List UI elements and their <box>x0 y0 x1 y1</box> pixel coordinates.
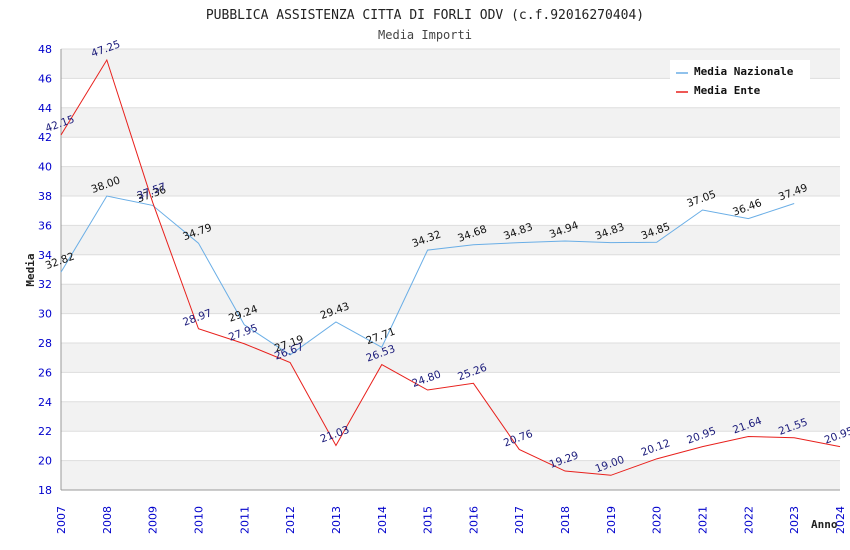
y-tick-labels: 18 20 22 24 26 28 30 32 34 36 38 40 42 44 46 48 <box>38 43 52 497</box>
x-tick-label: 2016 <box>467 506 480 534</box>
legend-label-media-ente: Media Ente <box>694 84 761 97</box>
series-lines <box>60 58 841 476</box>
legend: Media Nazionale Media Ente <box>670 60 810 102</box>
y-tick-label: 38 <box>38 190 52 203</box>
series-line-media-nazionale <box>60 195 795 356</box>
x-tick-label: 2013 <box>330 506 343 534</box>
x-tick-label: 2017 <box>513 506 526 534</box>
y-tick-label: 40 <box>38 161 52 174</box>
x-tick-label: 2020 <box>651 506 664 534</box>
x-tick-label: 2008 <box>101 506 114 534</box>
legend-box <box>670 60 810 102</box>
grid-band <box>61 225 840 255</box>
y-tick-label: 30 <box>38 308 52 321</box>
x-tick-label: 2021 <box>697 506 710 534</box>
x-axis-label: Anno <box>811 518 838 531</box>
y-tick-label: 46 <box>38 72 52 85</box>
legend-label-media-nazionale: Media Nazionale <box>694 65 794 78</box>
x-tick-labels: 2007 2008 2009 2010 2011 2012 2013 2014 2015 2016… <box>55 506 847 534</box>
grid-band <box>61 166 840 196</box>
x-tick-label: 2011 <box>238 506 251 534</box>
x-tick-label: 2015 <box>422 506 435 534</box>
y-tick-label: 20 <box>38 455 52 468</box>
data-label: 20.12 <box>640 437 672 459</box>
y-tick-label: 36 <box>38 219 52 232</box>
y-tick-label: 34 <box>38 249 52 262</box>
grid-lines <box>61 48 840 491</box>
y-tick-label: 44 <box>38 102 52 115</box>
chart-subtitle: Media Importi <box>378 28 472 42</box>
y-tick-label: 26 <box>38 366 52 379</box>
x-tick-label: 2024 <box>834 506 847 534</box>
y-tick-label: 48 <box>38 43 52 56</box>
grid-band <box>61 460 840 490</box>
x-tick-label: 2014 <box>376 506 389 534</box>
y-axis-label: Media <box>24 253 37 286</box>
y-tick-label: 24 <box>38 396 52 409</box>
x-tick-label: 2018 <box>559 506 572 534</box>
grid-band <box>61 401 840 432</box>
y-tick-label: 32 <box>38 278 52 291</box>
y-tick-label: 18 <box>38 484 52 497</box>
y-tick-label: 28 <box>38 337 52 350</box>
grid-band <box>61 343 840 373</box>
grid-band <box>61 284 840 314</box>
plot-background-bands <box>61 49 840 490</box>
grid-band <box>61 107 840 138</box>
x-tick-label: 2007 <box>55 506 68 534</box>
x-tick-label: 2023 <box>788 506 801 534</box>
x-tick-label: 2010 <box>192 506 205 534</box>
series-line-media-ente <box>60 58 841 476</box>
y-tick-label: 42 <box>38 131 52 144</box>
data-label: 27.95 <box>227 322 259 344</box>
x-tick-label: 2012 <box>284 506 297 534</box>
x-tick-label: 2022 <box>742 506 755 534</box>
x-tick-label: 2019 <box>605 506 618 534</box>
x-tick-label: 2009 <box>147 506 160 534</box>
y-tick-label: 22 <box>38 425 52 438</box>
chart-title: PUBBLICA ASSISTENZA CITTA DI FORLI ODV (… <box>206 8 644 23</box>
